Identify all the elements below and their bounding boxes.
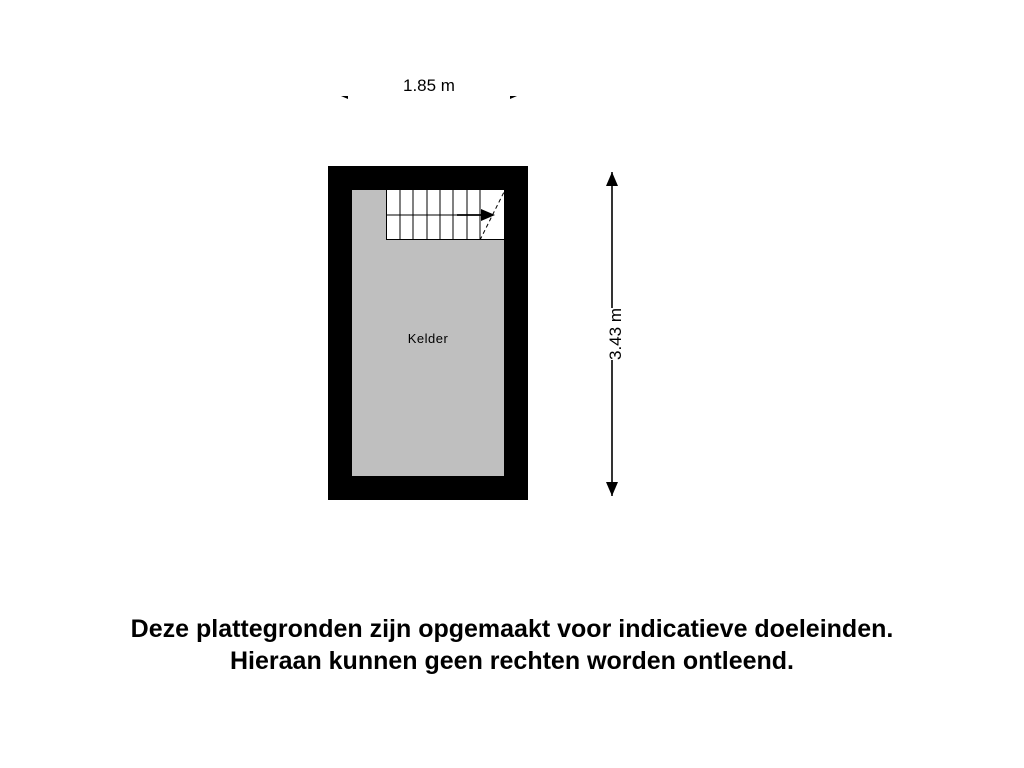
dimension-height-label-wrap: 3.43 m (596, 172, 636, 496)
floorplan-canvas: 1.85 m 3.43 m Kelder (0, 0, 1024, 768)
dimension-width-label: 1.85 m (395, 76, 463, 95)
dimension-width: 1.85 m (334, 78, 524, 108)
stairs (386, 190, 504, 240)
disclaimer-line-1: Deze plattegronden zijn opgemaakt voor i… (0, 614, 1024, 645)
room-label: Kelder (352, 331, 504, 346)
disclaimer-line-2: Hieraan kunnen geen rechten worden ontle… (0, 646, 1024, 677)
dimension-height-label: 3.43 m (598, 308, 634, 360)
plan-wall: Kelder (328, 166, 528, 500)
dimension-width-label-wrap: 1.85 m (334, 76, 524, 96)
dimension-height: 3.43 m (592, 172, 632, 496)
plan-room: Kelder (352, 190, 504, 476)
stairs-icon (387, 190, 505, 240)
